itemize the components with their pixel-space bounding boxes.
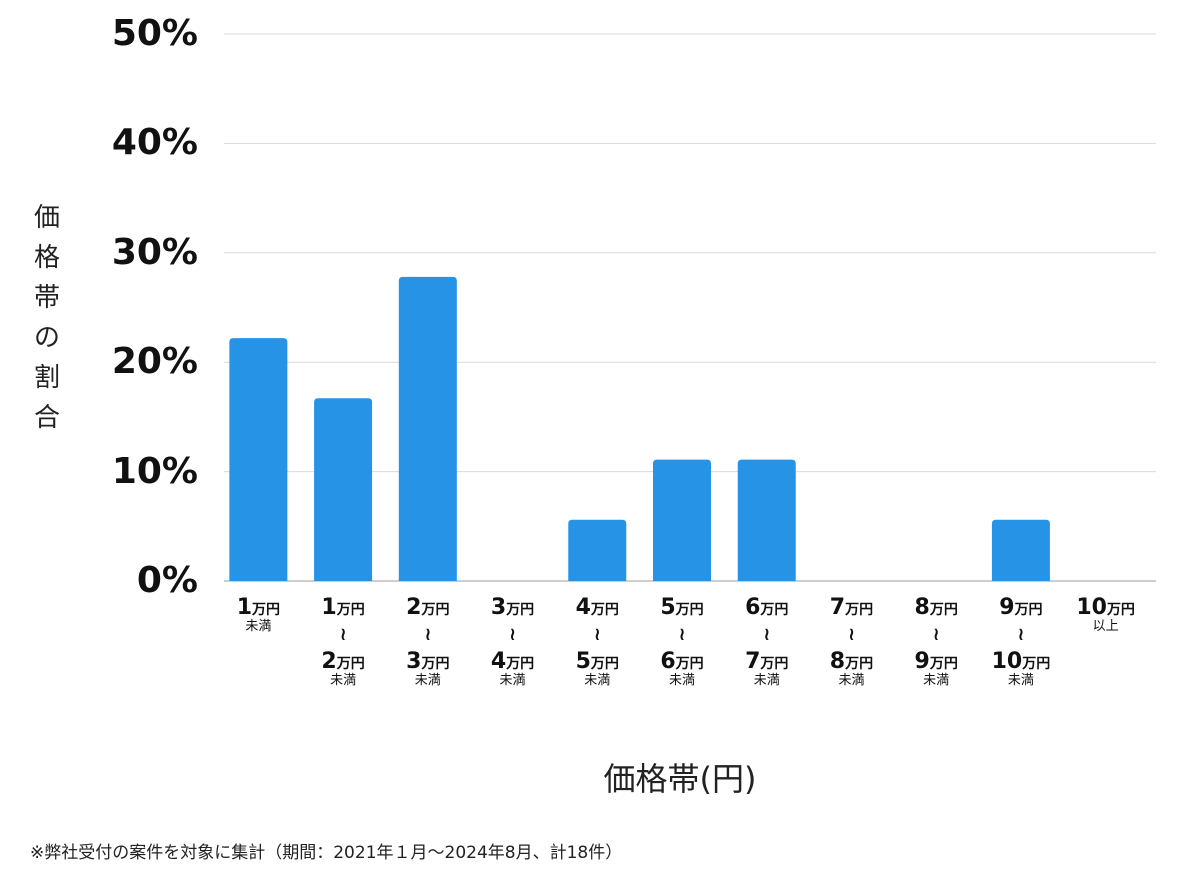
y-axis-label-char: の — [33, 323, 60, 353]
x-tick-label: 5万円 ≀ 6万円 未満 — [660, 595, 704, 688]
y-tick-label: 0% — [136, 560, 198, 601]
y-axis-label-char: 合 — [33, 403, 60, 433]
bar — [737, 459, 796, 581]
x-axis-title: 価格帯(円) — [603, 760, 757, 798]
x-tick-label: 6万円 ≀ 7万円 未満 — [745, 595, 789, 688]
footnote: ※弊社受付の案件を対象に集計（期間：2021年１月〜2024年8月、計18件） — [30, 843, 623, 863]
y-axis-label-char: 帯 — [33, 283, 60, 313]
y-tick-label: 30% — [111, 231, 198, 273]
bar — [314, 398, 373, 581]
y-tick-label: 40% — [111, 122, 198, 164]
x-tick-label: 10万円 以上 — [1076, 595, 1135, 634]
x-tick-label: 1万円 未満 — [236, 595, 281, 634]
bar — [229, 338, 288, 581]
x-tick-label: 9万円 ≀ 10万円 未満 — [991, 595, 1051, 688]
bar — [568, 519, 627, 581]
y-tick-label: 50% — [111, 13, 198, 54]
x-tick-label: 7万円 ≀ 8万円 未満 — [829, 595, 874, 688]
y-axis-label: 価格帯の割合 — [22, 198, 72, 438]
y-axis-label-char: 価 — [33, 203, 60, 233]
bar — [653, 459, 711, 581]
y-axis-label-char: 割 — [33, 363, 60, 393]
x-tick-label: 4万円 ≀ 5万円 未満 — [575, 595, 619, 688]
x-tick-label: 8万円 ≀ 9万円 未満 — [914, 595, 958, 688]
bar — [398, 276, 457, 581]
y-tick-label: 20% — [111, 341, 198, 383]
bar — [991, 519, 1050, 581]
x-tick-label: 2万円 ≀ 3万円 未満 — [406, 595, 450, 688]
y-axis-label-char: 格 — [33, 243, 60, 273]
x-tick-label: 1万円 ≀ 2万円 未満 — [321, 595, 365, 688]
x-tick-label: 3万円 ≀ 4万円 未満 — [490, 595, 535, 688]
y-tick-label: 10% — [111, 450, 198, 492]
